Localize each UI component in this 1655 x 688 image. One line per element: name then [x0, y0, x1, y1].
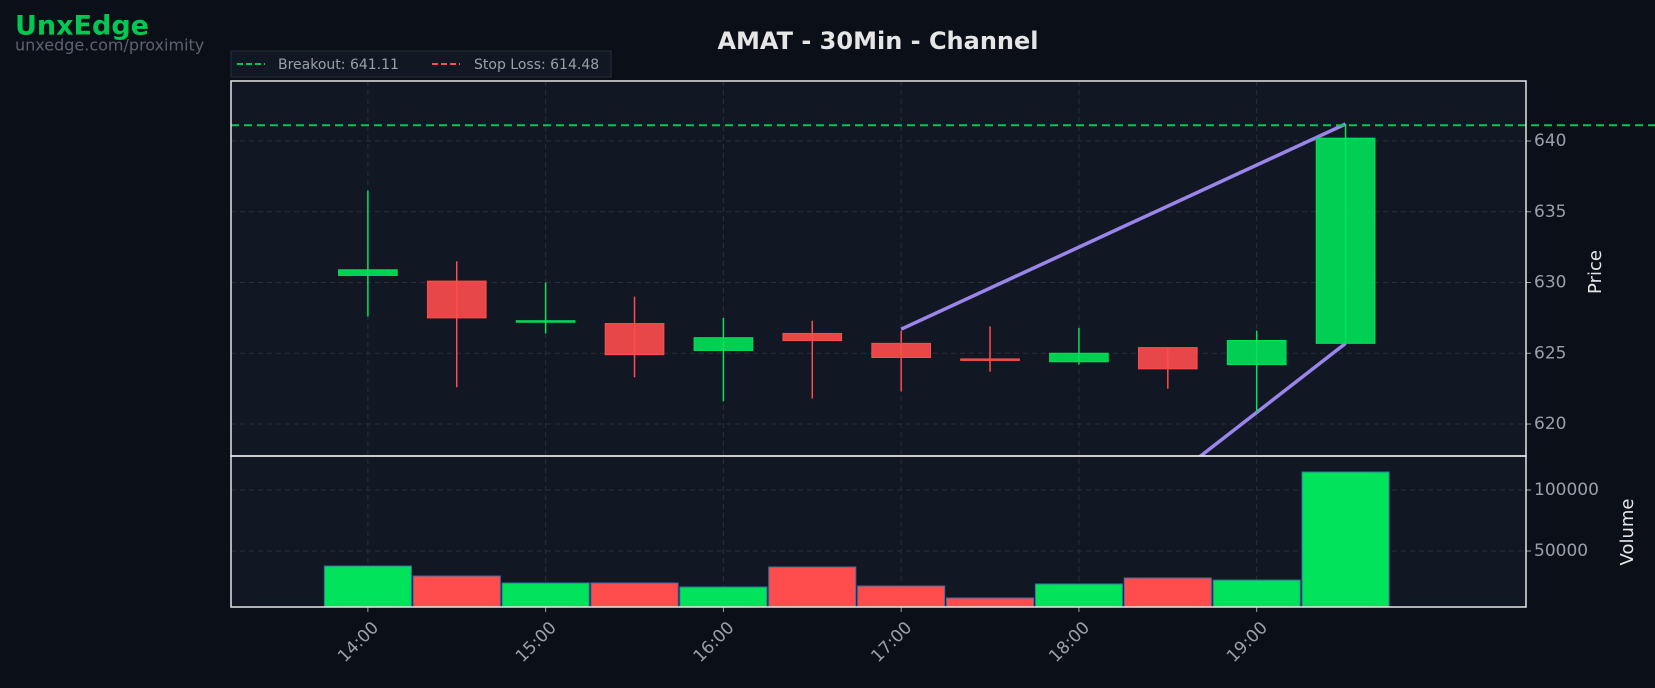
legend-label: Breakout: 641.11	[278, 57, 399, 73]
chart-title: AMAT - 30Min - Channel	[717, 27, 1038, 55]
x-tick-label: 18:00	[1045, 618, 1094, 667]
candle-body	[1315, 137, 1376, 344]
brand-name: UnxEdge	[15, 11, 149, 42]
volume-bar	[857, 585, 946, 608]
price-panel	[231, 81, 1526, 456]
volume-axis-title: Volume	[1617, 499, 1638, 566]
channel-line	[1197, 341, 1347, 456]
volume-bar	[1123, 577, 1212, 608]
y-tick-label: 640	[1534, 131, 1566, 151]
legend: Breakout: 641.11 Stop Loss: 614.48	[230, 50, 612, 78]
volume-tick-label: 50000	[1534, 541, 1588, 561]
channel-line	[900, 122, 1347, 331]
volume-bar	[412, 575, 501, 608]
volume-tick-label: 100000	[1534, 480, 1599, 500]
volume-bar	[323, 565, 412, 608]
x-tick-label: 17:00	[867, 618, 916, 667]
volume-bar	[1212, 579, 1301, 608]
volume-bar	[945, 597, 1035, 608]
candle-body	[960, 358, 1020, 361]
candle-body	[515, 320, 576, 323]
x-tick-label: 14:00	[334, 618, 383, 667]
y-tick-label: 635	[1534, 202, 1566, 222]
legend-label: Stop Loss: 614.48	[474, 57, 599, 73]
volume-bar	[501, 582, 590, 608]
y-tick-label: 625	[1534, 343, 1566, 363]
volume-bar	[679, 586, 768, 608]
x-tick-label: 15:00	[512, 618, 561, 667]
candle-body	[1137, 347, 1198, 370]
candle-body	[693, 337, 754, 351]
volume-bar	[590, 582, 679, 608]
y-tick-label: 630	[1534, 273, 1566, 293]
candle-body	[782, 332, 843, 342]
y-axis-title: Price	[1585, 250, 1606, 294]
price-clip	[338, 122, 1376, 456]
candle-body	[871, 342, 931, 359]
volume-bar	[768, 566, 857, 608]
y-tick-label: 620	[1534, 414, 1566, 434]
brand-url: unxedge.com/proximity	[15, 36, 204, 55]
candle-body	[338, 269, 398, 276]
volume-frame	[230, 455, 1527, 608]
candle-body	[1226, 340, 1287, 366]
x-tick-label: 19:00	[1223, 618, 1272, 667]
x-tick-label: 16:00	[690, 618, 739, 667]
candle-body	[604, 323, 665, 356]
candle-body	[1049, 352, 1109, 363]
volume-bar	[1034, 583, 1123, 608]
legend-box	[230, 50, 612, 78]
volume-bar	[1301, 471, 1390, 608]
candle-body	[426, 280, 487, 319]
